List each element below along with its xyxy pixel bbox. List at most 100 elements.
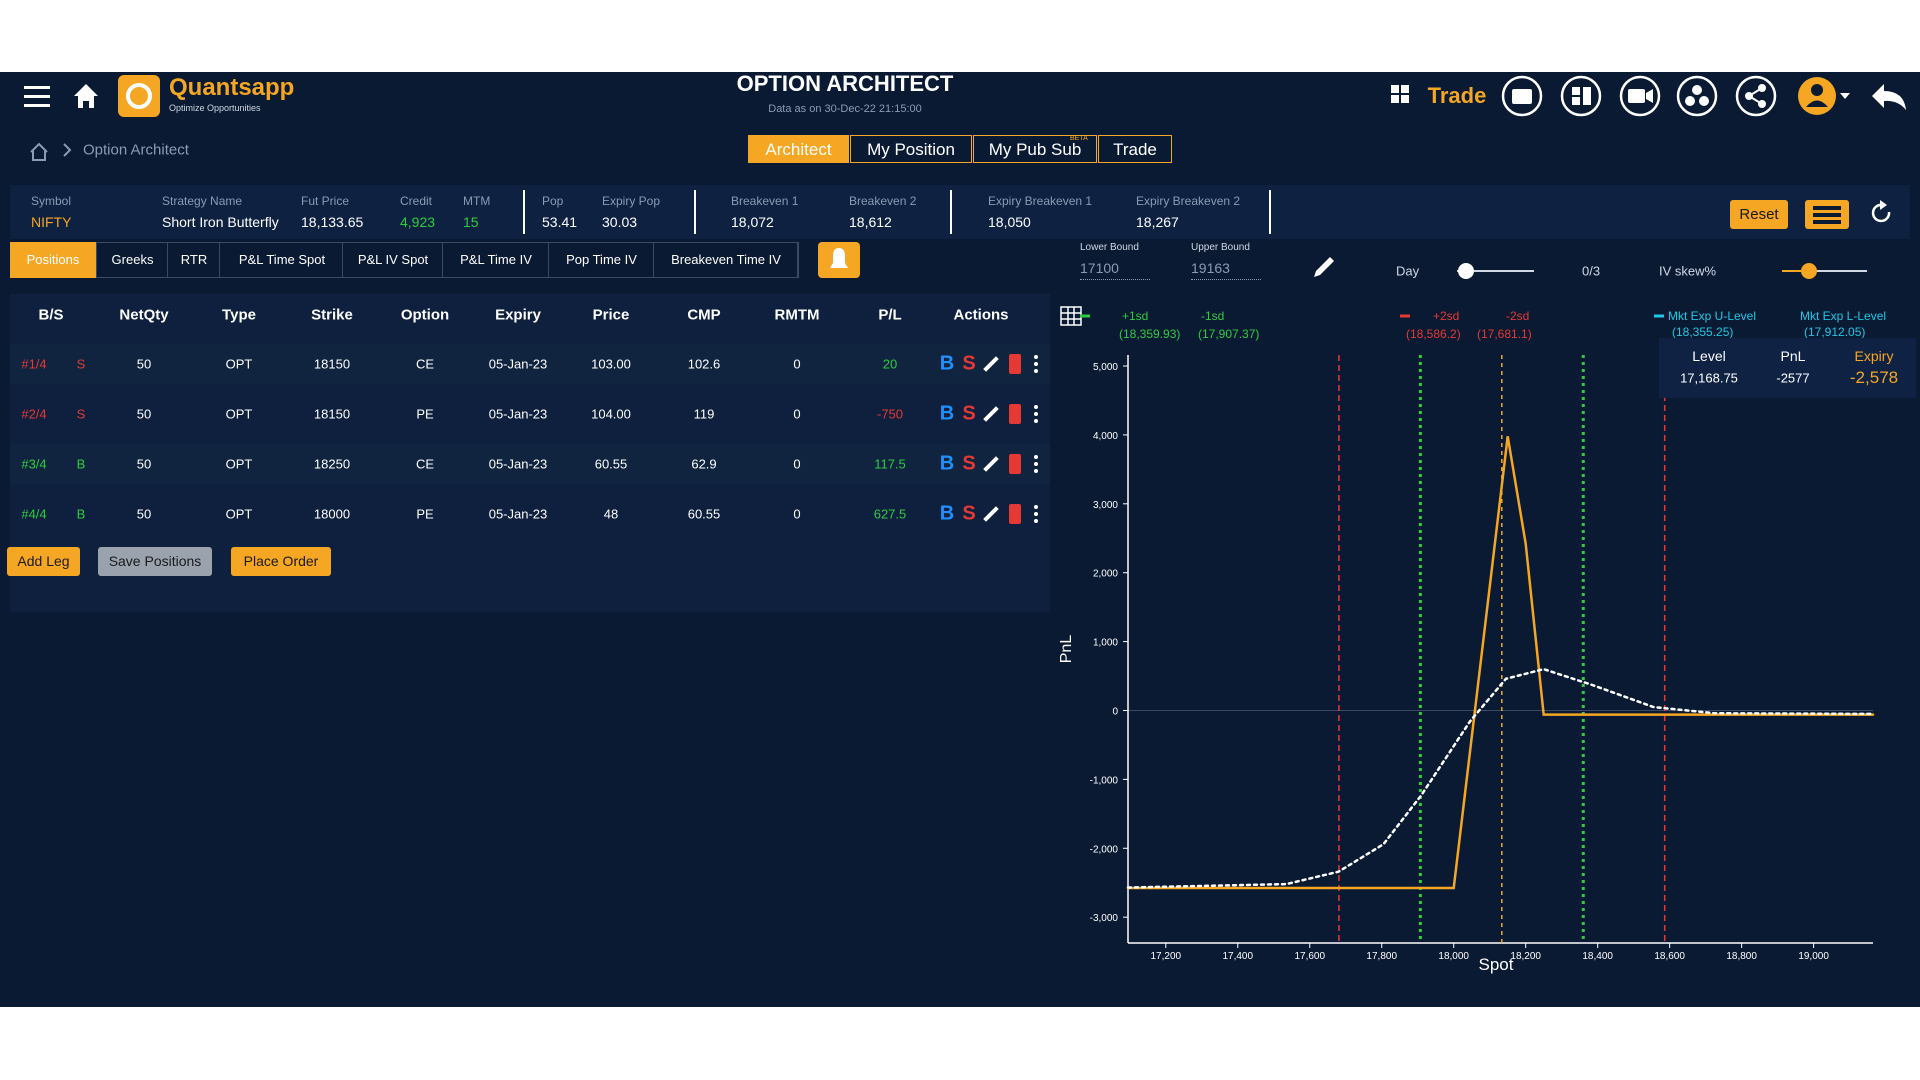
share-icon[interactable] [1735, 75, 1777, 117]
leg-side: B [76, 506, 86, 522]
subtab[interactable]: RTR [169, 242, 220, 278]
tab[interactable]: Architect [748, 135, 849, 163]
home-icon[interactable] [74, 84, 98, 108]
cell-strike: 18150 [313, 356, 351, 372]
more-action[interactable] [1034, 362, 1038, 366]
more-action[interactable] [1034, 505, 1038, 509]
logo-box[interactable] [118, 75, 160, 117]
subtab[interactable]: P&L IV Spot [344, 242, 443, 278]
refresh-icon[interactable] [1871, 203, 1891, 223]
tab[interactable]: Trade [1098, 135, 1172, 163]
bell-glyph [830, 248, 848, 268]
buy-action[interactable]: B [939, 402, 955, 425]
leg-id: #1/4 [21, 356, 47, 372]
column-header: Actions [953, 306, 1009, 324]
cell-rmtm: 0 [793, 406, 801, 422]
edit-bounds-icon[interactable] [1314, 257, 1334, 277]
bound-input[interactable]: 19163 [1191, 260, 1261, 280]
sell-action[interactable]: S [962, 352, 976, 375]
back-icon[interactable] [1872, 84, 1906, 110]
column-header: Price [592, 306, 630, 324]
breadcrumb-home[interactable] [30, 142, 48, 161]
sell-action[interactable]: S [962, 402, 976, 425]
row-bg [10, 444, 1050, 484]
tooltip-value: -2,578 [1849, 368, 1899, 387]
layout-glyph [1583, 87, 1591, 105]
x-tick-label: 19,000 [1798, 951, 1829, 962]
reset-button[interactable]: Reset [1730, 200, 1788, 229]
sell-action[interactable]: S [962, 502, 976, 525]
video-glyph [1628, 89, 1645, 103]
brand-tagline: Optimize Opportunities [169, 103, 261, 113]
more-action[interactable] [1034, 405, 1038, 409]
more-action[interactable] [1034, 355, 1038, 359]
trade-link[interactable]: Trade [1427, 83, 1487, 108]
day-label: Day [1396, 263, 1420, 279]
legend-value: (17,907.37) [1198, 327, 1259, 341]
iv-slider-knob[interactable] [1801, 263, 1817, 279]
layout-icon[interactable] [1560, 75, 1602, 117]
more-action[interactable] [1034, 469, 1038, 473]
subtab[interactable]: P&L Time Spot [222, 242, 343, 278]
cell-rmtm: 0 [793, 456, 801, 472]
more-action[interactable] [1034, 519, 1038, 523]
column-header: RMTM [774, 306, 820, 324]
action-button[interactable]: Save Positions [98, 547, 212, 576]
summary-value: 15 [463, 214, 479, 230]
more-action[interactable] [1034, 369, 1038, 373]
summary-value: 53.41 [542, 214, 578, 230]
x-tick-label: 17,600 [1294, 951, 1325, 962]
x-axis-label: Spot [1479, 955, 1514, 974]
more-action[interactable] [1034, 462, 1038, 466]
more-action[interactable] [1034, 412, 1038, 416]
video-icon[interactable] [1619, 75, 1661, 117]
buy-action[interactable]: B [939, 502, 955, 525]
y-tick-label: 2,000 [1093, 569, 1118, 580]
summary-label: Strategy Name [162, 194, 243, 208]
avatar-caret[interactable] [1840, 93, 1850, 99]
cell-pl: 627.5 [873, 506, 907, 522]
subtab[interactable]: Greeks [98, 242, 168, 278]
legend-value: (18,359.93) [1119, 327, 1180, 341]
delete-action[interactable] [1009, 504, 1021, 524]
strategy-glyph [1699, 96, 1709, 106]
tooltip-value: -2577 [1776, 370, 1810, 386]
action-button[interactable]: Add Leg [7, 547, 80, 576]
summary-separator [523, 190, 525, 234]
delete-action[interactable] [1009, 404, 1021, 424]
summary-label: Fut Price [301, 194, 350, 208]
delete-action[interactable] [1009, 354, 1021, 374]
tab[interactable]: My Position [850, 135, 972, 163]
subtab[interactable]: Positions [10, 242, 97, 278]
day-slider-knob[interactable] [1458, 263, 1474, 279]
app: 5,000 4,000 3,000 2,000 1,000 0 -1,000 -2,000 -3… [0, 71, 1920, 1007]
summary-value: Short Iron Butterfly [162, 214, 279, 230]
breadcrumb[interactable]: Option Architect [83, 141, 189, 159]
folder-icon[interactable] [1501, 75, 1543, 117]
subtab[interactable]: P&L Time IV [444, 242, 549, 278]
buy-action[interactable]: B [939, 352, 955, 375]
x-tick-label: 18,200 [1510, 951, 1541, 962]
cell-price: 103.00 [591, 356, 631, 372]
y-tick-label: 0 [1112, 706, 1118, 717]
subtab[interactable]: Breakeven Time IV [655, 242, 798, 278]
tooltip-label: PnL [1780, 348, 1806, 364]
table-toggle-icon[interactable] [1060, 306, 1082, 326]
bound-input[interactable]: 17100 [1080, 260, 1150, 280]
buy-action[interactable]: B [939, 452, 955, 475]
summary-value: 18,267 [1136, 214, 1179, 230]
action-button[interactable]: Place Order [231, 547, 331, 576]
more-action[interactable] [1034, 455, 1038, 459]
more-action[interactable] [1034, 512, 1038, 516]
x-tick-label: 17,800 [1366, 951, 1397, 962]
tab[interactable]: My Pub Sub [973, 135, 1097, 163]
subtab[interactable]: Pop Time IV [550, 242, 654, 278]
strategy-icon[interactable] [1676, 75, 1718, 117]
column-header: CMP [687, 306, 721, 324]
grid-icon[interactable] [1391, 85, 1409, 103]
pnl-line [1126, 436, 1875, 890]
menu-icon[interactable] [24, 86, 50, 107]
more-action[interactable] [1034, 419, 1038, 423]
delete-action[interactable] [1009, 454, 1021, 474]
sell-action[interactable]: S [962, 452, 976, 475]
